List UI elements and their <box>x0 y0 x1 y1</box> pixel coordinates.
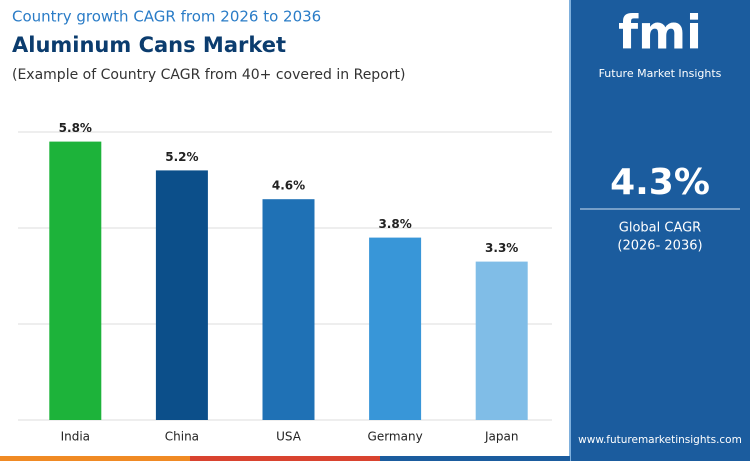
global-cagr-value: 4.3% <box>610 162 710 203</box>
value-label: 5.2% <box>165 150 198 164</box>
bar <box>49 141 102 420</box>
strip <box>380 456 570 461</box>
bar <box>369 237 422 420</box>
sidebar <box>570 0 750 461</box>
x-tick-label: Japan <box>484 430 518 444</box>
brand: Future Market Insights <box>599 67 722 80</box>
value-label: 5.8% <box>59 121 92 135</box>
x-tick-label: China <box>165 430 199 444</box>
supertitle: Country growth CAGR from 2026 to 2036 <box>12 8 321 26</box>
chart-title: Aluminum Cans Market <box>12 33 286 57</box>
strip <box>190 456 380 461</box>
logo: fmi <box>618 6 702 60</box>
url: www.futuremarketinsights.com <box>578 434 742 446</box>
value-label: 4.6% <box>272 179 305 193</box>
global-cagr-label: Global CAGR <box>619 221 701 236</box>
x-tick-label: India <box>61 430 90 444</box>
bar <box>262 199 315 420</box>
value-label: 3.8% <box>378 217 411 231</box>
bar <box>475 261 528 420</box>
value-label: 3.3% <box>485 241 518 255</box>
global-cagr-period: (2026- 2036) <box>617 239 702 254</box>
x-tick-label: Germany <box>368 430 423 444</box>
x-tick-label: USA <box>276 430 302 444</box>
bar <box>155 170 208 420</box>
subtitle: (Example of Country CAGR from 40+ covere… <box>12 67 405 83</box>
strip <box>0 456 190 461</box>
